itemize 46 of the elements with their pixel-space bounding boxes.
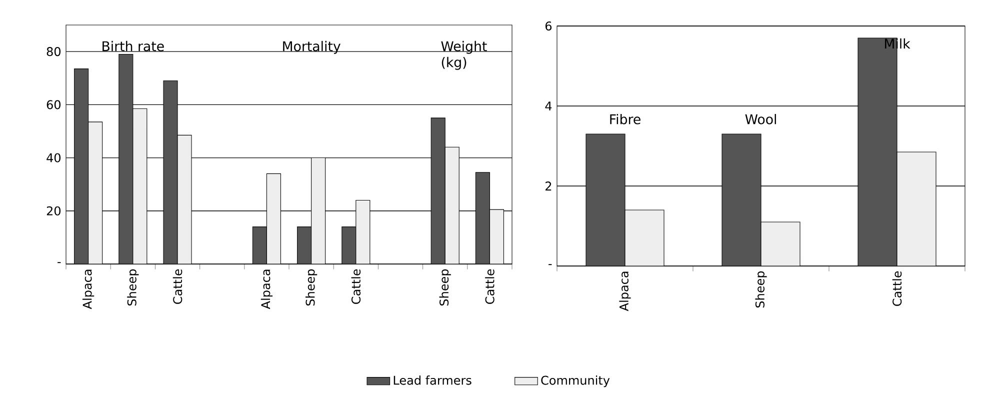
x-tick-label: Alpaca (260, 270, 273, 310)
legend-label: Community (541, 376, 610, 388)
annotation: Fibre (610, 114, 640, 124)
annotation: Birth rate (102, 40, 164, 52)
bar (266, 173, 281, 264)
y-tick-label: 80 (46, 47, 61, 56)
legend-label: Lead farmers (394, 376, 472, 385)
annotation: Wool (745, 114, 776, 124)
bar (74, 68, 89, 264)
x-tick-label: Cattle (172, 269, 182, 304)
bar (444, 146, 460, 264)
bar (311, 158, 326, 264)
bar (356, 200, 370, 264)
x-tick-label: Alpaca (619, 272, 631, 312)
bar (132, 108, 148, 264)
y-tick-label: - (548, 264, 552, 266)
x-tick-label: Sheep (127, 269, 139, 306)
bar (896, 152, 936, 266)
y-tick-label: - (58, 262, 61, 264)
bar (342, 226, 356, 264)
x-tick-label: Sheep (439, 269, 451, 306)
x-tick-label: Cattle (485, 269, 494, 304)
bar (252, 226, 267, 264)
bar (430, 118, 446, 264)
bar (88, 122, 103, 264)
x-tick-label: Alpaca (82, 270, 94, 310)
bar (297, 226, 312, 264)
x-tick-label: Sheep (755, 271, 767, 308)
x-tick-label: Cattle (892, 271, 902, 306)
bar (624, 210, 664, 266)
annotation: Weight (kg) (441, 40, 487, 70)
annotation: Mortality (283, 40, 340, 54)
x-tick-label: Sheep (306, 269, 318, 306)
y-tick-label: 6 (545, 21, 552, 31)
y-tick-label: 40 (46, 153, 61, 162)
x-tick-label: Cattle (351, 269, 361, 304)
bar (489, 209, 504, 264)
y-tick-label: 60 (46, 100, 61, 110)
bar (163, 80, 178, 264)
bar (760, 222, 800, 266)
bar (475, 172, 490, 264)
y-tick-label: 2 (546, 182, 552, 190)
bar (118, 54, 134, 264)
y-tick-label: 20 (46, 206, 61, 216)
bar (177, 134, 192, 264)
y-tick-label: 4 (545, 102, 552, 110)
